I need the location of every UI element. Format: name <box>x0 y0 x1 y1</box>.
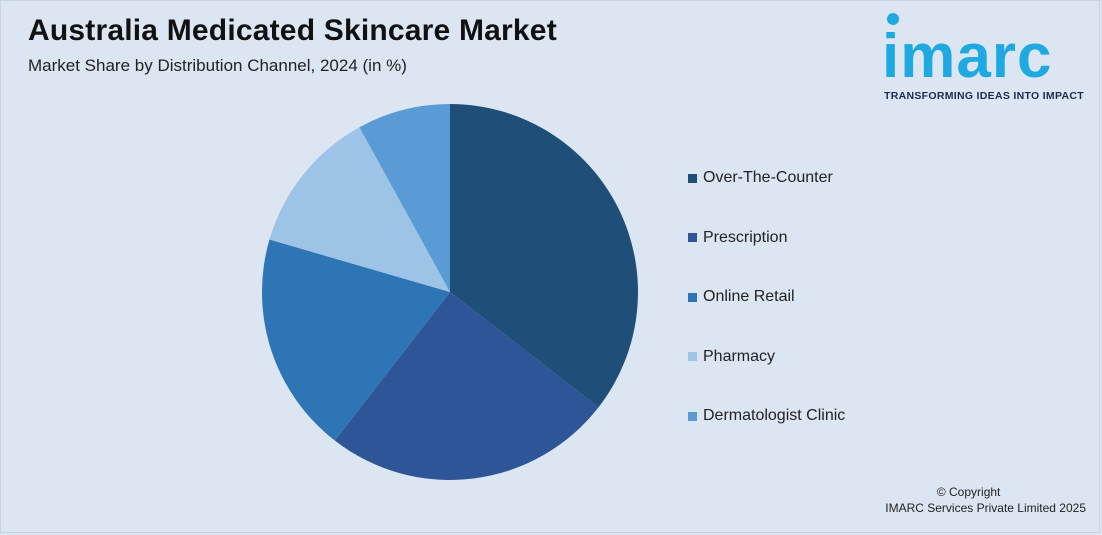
legend-label-online-retail: Online Retail <box>703 288 795 305</box>
copyright-line-1: © Copyright <box>936 485 1001 499</box>
pie-slice-pharmacy <box>269 127 450 292</box>
legend-swatch-dermatologist-clinic <box>688 411 697 421</box>
logo-dot-icon <box>887 13 899 25</box>
logo-wordmark: imarc <box>882 22 1053 91</box>
chart-subtitle: Market Share by Distribution Channel, 20… <box>28 56 407 75</box>
legend-item-online-retail: Online Retail <box>688 287 845 307</box>
legend-swatch-over-the-counter <box>688 173 697 183</box>
legend-label-over-the-counter: Over-The-Counter <box>703 169 833 186</box>
pie-slice-over-the-counter <box>450 104 638 408</box>
legend-item-prescription: Prescription <box>688 228 845 248</box>
legend-label-prescription: Prescription <box>703 228 788 246</box>
chart-legend: Over-The-Counter Prescription Online Retai… <box>688 168 845 466</box>
pie-slice-prescription <box>334 292 599 481</box>
legend-swatch-online-retail <box>688 292 697 302</box>
legend-label-dermatologist-clinic: Dermatologist Clinic <box>703 407 846 424</box>
legend-label-pharmacy: Pharmacy <box>703 347 776 365</box>
legend-item-dermatologist-clinic: Dermatologist Clinic <box>688 406 845 426</box>
imarc-logo: imarc TRANSFORMING IDEAS INTO IMPACT <box>878 8 1096 108</box>
legend-item-over-the-counter: Over-The-Counter <box>688 168 845 188</box>
copyright-notice: © Copyright IMARC Services Private Limit… <box>885 484 1086 516</box>
copyright-line-2: IMARC Services Private Limited 2025 <box>885 501 1086 515</box>
chart-title: Australia Medicated Skincare Market <box>28 14 557 47</box>
logo-tagline: TRANSFORMING IDEAS INTO IMPACT <box>884 90 1084 102</box>
pie-chart <box>262 104 638 481</box>
legend-swatch-prescription <box>688 233 697 242</box>
legend-swatch-pharmacy <box>688 352 697 361</box>
pie-slice-dermatologist-clinic <box>359 104 450 292</box>
pie-slice-online-retail <box>262 239 450 441</box>
legend-item-pharmacy: Pharmacy <box>688 347 845 367</box>
